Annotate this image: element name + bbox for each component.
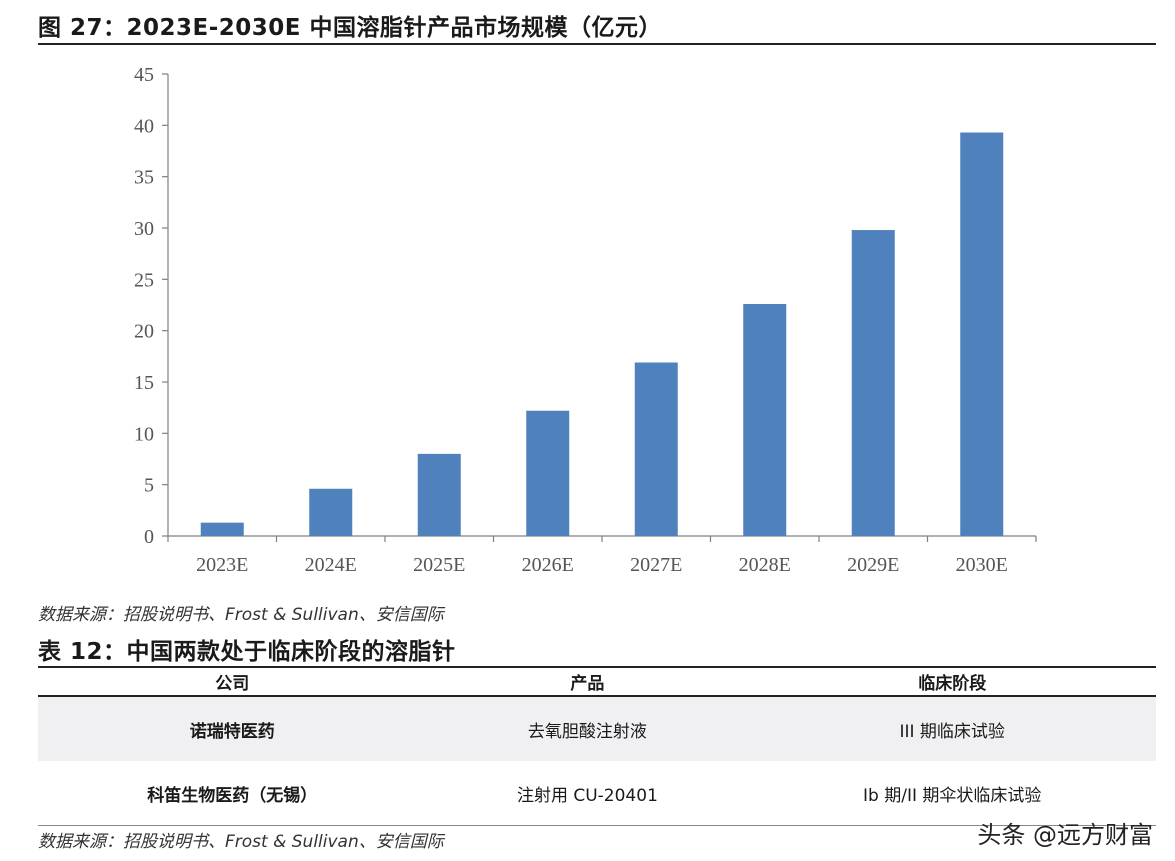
y-tick-label: 35 (134, 167, 154, 189)
y-tick-label: 15 (134, 372, 154, 394)
cell-stage: Ib 期/II 期伞状临床试验 (748, 761, 1156, 826)
header-product: 产品 (426, 666, 749, 697)
x-tick-label: 2026E (522, 554, 574, 576)
y-tick-label: 30 (134, 218, 154, 240)
table-source-note: 数据来源：招股说明书、Frost & Sullivan、安信国际 (38, 832, 444, 852)
x-tick-label: 2029E (847, 554, 899, 576)
bar (634, 362, 678, 536)
cell-product: 去氧胆酸注射液 (426, 696, 749, 761)
chart-source-note: 数据来源：招股说明书、Frost & Sullivan、安信国际 (38, 605, 444, 625)
figure-title: 图 27：2023E-2030E 中国溶脂针产品市场规模（亿元） (38, 15, 663, 41)
bar (960, 132, 1004, 536)
x-tick-label: 2025E (413, 554, 465, 576)
cell-stage: III 期临床试验 (748, 696, 1156, 761)
cell-company: 科笛生物医药（无锡） (38, 761, 427, 826)
cell-company: 诺瑞特医药 (38, 696, 427, 761)
bar (851, 230, 895, 536)
y-axis: 0 5 10 15 20 25 30 35 40 45 (134, 64, 169, 548)
bar (200, 522, 244, 536)
table-row: 诺瑞特医药 去氧胆酸注射液 III 期临床试验 (38, 696, 1156, 761)
title-divider (38, 43, 1156, 45)
bar (526, 410, 570, 536)
x-tick-label: 2030E (956, 554, 1008, 576)
y-tick-label: 20 (134, 321, 154, 343)
y-tick-label: 0 (144, 526, 154, 548)
bars (200, 132, 1004, 536)
x-axis: 2023E 2024E 2025E 2026E 2027E 2028E 2029E 2030E (167, 535, 1037, 576)
x-tick-label: 2027E (630, 554, 682, 576)
bar (417, 453, 461, 536)
table-row: 科笛生物医药（无锡） 注射用 CU-20401 Ib 期/II 期伞状临床试验 (38, 761, 1156, 826)
x-tick-label: 2028E (739, 554, 791, 576)
header-stage: 临床阶段 (748, 666, 1156, 697)
y-tick-label: 25 (134, 269, 154, 291)
bar (743, 303, 787, 536)
cell-product: 注射用 CU-20401 (426, 761, 749, 826)
y-tick-label: 10 (134, 423, 154, 445)
y-tick-label: 45 (134, 64, 154, 86)
x-tick-label: 2024E (305, 554, 357, 576)
watermark: 头条 @远方财富 (977, 821, 1153, 849)
header-company: 公司 (38, 666, 427, 697)
table-header-row: 公司 产品 临床阶段 (38, 666, 1156, 697)
table-title: 表 12：中国两款处于临床阶段的溶脂针 (38, 639, 456, 665)
x-tick-label: 2023E (196, 554, 248, 576)
bar (309, 488, 353, 536)
clinical-stage-table: 公司 产品 临床阶段 诺瑞特医药 去氧胆酸注射液 III 期临床试验 科笛生物医… (38, 666, 1156, 826)
y-tick-label: 5 (144, 475, 154, 497)
y-tick-label: 40 (134, 115, 154, 137)
